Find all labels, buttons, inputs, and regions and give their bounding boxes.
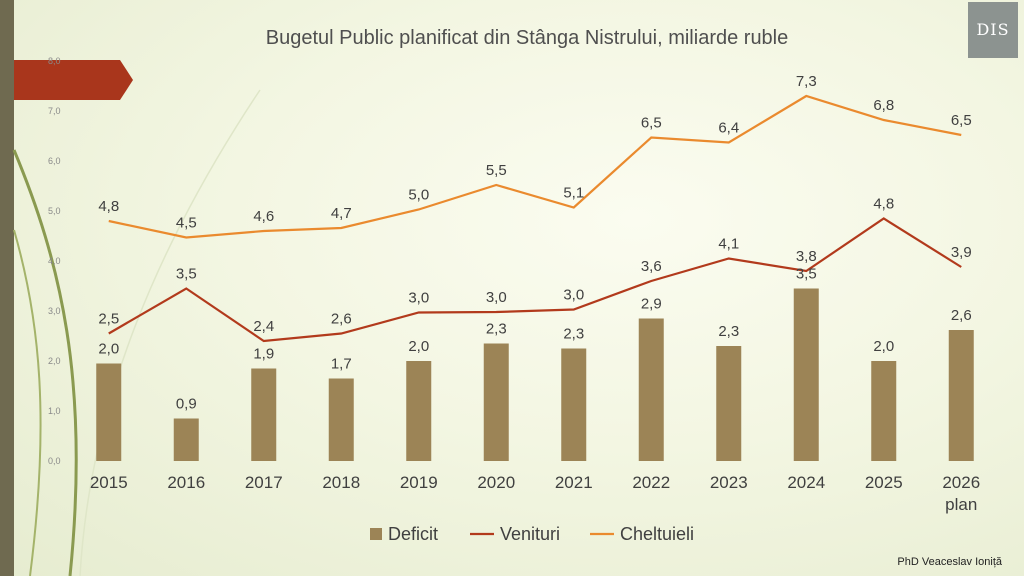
y-tick-label: 3,0 bbox=[48, 306, 61, 316]
cheltuieli-data-label: 4,6 bbox=[253, 208, 274, 225]
deficit-bar bbox=[638, 318, 664, 461]
legend-swatch-deficit bbox=[370, 528, 382, 540]
venituri-data-label: 2,4 bbox=[253, 318, 274, 335]
cheltuieli-line bbox=[108, 94, 962, 239]
y-tick-label: 8,0 bbox=[48, 56, 61, 66]
deficit-bar bbox=[251, 368, 277, 461]
x-axis: 2015 2016 2017 2018 2019 2020 2021 2022 2023 2024… bbox=[90, 473, 980, 514]
x-tick-label: 2016 bbox=[167, 473, 205, 492]
venituri-data-label: 2,5 bbox=[98, 311, 119, 328]
venituri-data-label: 4,8 bbox=[873, 196, 894, 213]
venituri-data-label: 3,0 bbox=[563, 287, 584, 304]
left-decorative-strip bbox=[0, 0, 14, 576]
series-lines bbox=[108, 94, 962, 343]
deficit-data-label: 2,0 bbox=[98, 341, 119, 358]
x-tick-label: 2018 bbox=[322, 473, 360, 492]
x-tick-label: 2015 bbox=[90, 473, 128, 492]
deficit-data-label: 2,9 bbox=[641, 296, 662, 313]
title-arrow-banner bbox=[14, 60, 133, 100]
deficit-data-label: 1,9 bbox=[253, 346, 274, 363]
x-tick-label: 2022 bbox=[632, 473, 670, 492]
x-tick-label: 2019 bbox=[400, 473, 438, 492]
cheltuieli-data-label: 7,3 bbox=[796, 73, 817, 90]
cheltuieli-data-label: 6,5 bbox=[951, 112, 972, 129]
cheltuieli-data-label: 4,7 bbox=[331, 205, 352, 222]
cheltuieli-data-label: 6,4 bbox=[718, 120, 739, 137]
y-tick-label: 1,0 bbox=[48, 406, 61, 416]
x-tick-label: 2017 bbox=[245, 473, 283, 492]
venituri-data-label: 3,5 bbox=[176, 266, 197, 283]
venituri-data-label: 3,9 bbox=[951, 244, 972, 261]
venituri-data-label: 3,0 bbox=[486, 289, 507, 306]
cheltuieli-data-label: 6,8 bbox=[873, 97, 894, 114]
cheltuieli-data-label: 4,5 bbox=[176, 215, 197, 232]
deficit-bar bbox=[561, 348, 587, 461]
author-credit: PhD Veaceslav Ioniță bbox=[897, 556, 1002, 568]
decor-curve bbox=[12, 149, 78, 576]
x-tick-label: 2020 bbox=[477, 473, 515, 492]
deficit-data-label: 3,5 bbox=[796, 266, 817, 283]
legend-label-venituri: Venituri bbox=[500, 524, 560, 544]
decor-curve bbox=[79, 89, 261, 576]
deficit-data-label: 1,7 bbox=[331, 356, 352, 373]
x-tick-sublabel: plan bbox=[945, 495, 977, 514]
legend: Deficit Venituri Cheltuieli bbox=[370, 524, 694, 544]
deficit-data-label: 2,3 bbox=[486, 321, 507, 338]
y-tick-label: 6,0 bbox=[48, 156, 61, 166]
decor-curve bbox=[13, 229, 42, 576]
x-tick-label: 2025 bbox=[865, 473, 903, 492]
y-tick-label: 7,0 bbox=[48, 106, 61, 116]
deficit-data-label: 2,6 bbox=[951, 307, 972, 324]
legend-label-cheltuieli: Cheltuieli bbox=[620, 524, 694, 544]
deficit-data-label: 2,3 bbox=[563, 326, 584, 343]
legend-label-deficit: Deficit bbox=[388, 524, 438, 544]
deficit-bar bbox=[173, 418, 199, 461]
venituri-data-label: 3,8 bbox=[796, 248, 817, 265]
y-axis: 0,0 1,0 2,0 3,0 4,0 5,0 6,0 7,0 8,0 bbox=[48, 56, 61, 466]
venituri-data-label: 4,1 bbox=[718, 236, 739, 253]
deficit-data-label: 2,3 bbox=[718, 323, 739, 340]
x-tick-label: 2026 bbox=[942, 473, 980, 492]
venituri-data-label: 2,6 bbox=[331, 311, 352, 328]
deficit-data-label: 0,9 bbox=[176, 396, 197, 413]
deficit-bar bbox=[871, 361, 897, 461]
venituri-data-label: 3,0 bbox=[408, 290, 429, 307]
deficit-data-label: 2,0 bbox=[873, 338, 894, 355]
cheltuieli-data-label: 6,5 bbox=[641, 115, 662, 132]
data-labels: 2,0 0,9 1,9 1,7 2,0 2,3 2,3 2,9 2,3 3,5 2,0 2,6 2,5 3… bbox=[98, 73, 971, 413]
y-tick-label: 2,0 bbox=[48, 356, 61, 366]
x-tick-label: 2023 bbox=[710, 473, 748, 492]
deficit-bar bbox=[483, 343, 509, 461]
x-tick-label: 2021 bbox=[555, 473, 593, 492]
deficit-bar bbox=[716, 346, 742, 461]
cheltuieli-data-label: 4,8 bbox=[98, 198, 119, 215]
deficit-bar bbox=[328, 378, 354, 461]
x-tick-label: 2024 bbox=[787, 473, 825, 492]
deficit-bar bbox=[793, 288, 819, 461]
deficit-data-label: 2,0 bbox=[408, 338, 429, 355]
venituri-data-label: 3,6 bbox=[641, 258, 662, 275]
deficit-bars bbox=[96, 288, 974, 461]
logo-text: DIS bbox=[976, 20, 1010, 39]
cheltuieli-data-label: 5,5 bbox=[486, 162, 507, 179]
y-tick-label: 5,0 bbox=[48, 206, 61, 216]
chart-title: Bugetul Public planificat din Stânga Nis… bbox=[266, 27, 789, 49]
decor-layer bbox=[12, 60, 261, 576]
deficit-bar bbox=[406, 361, 432, 461]
deficit-bar bbox=[96, 363, 122, 461]
logo: DIS bbox=[968, 2, 1018, 58]
cheltuieli-data-label: 5,1 bbox=[563, 185, 584, 202]
y-tick-label: 0,0 bbox=[48, 456, 61, 466]
y-tick-label: 4,0 bbox=[48, 256, 61, 266]
venituri-line bbox=[108, 217, 962, 343]
cheltuieli-data-label: 5,0 bbox=[408, 187, 429, 204]
deficit-bar bbox=[948, 330, 974, 461]
